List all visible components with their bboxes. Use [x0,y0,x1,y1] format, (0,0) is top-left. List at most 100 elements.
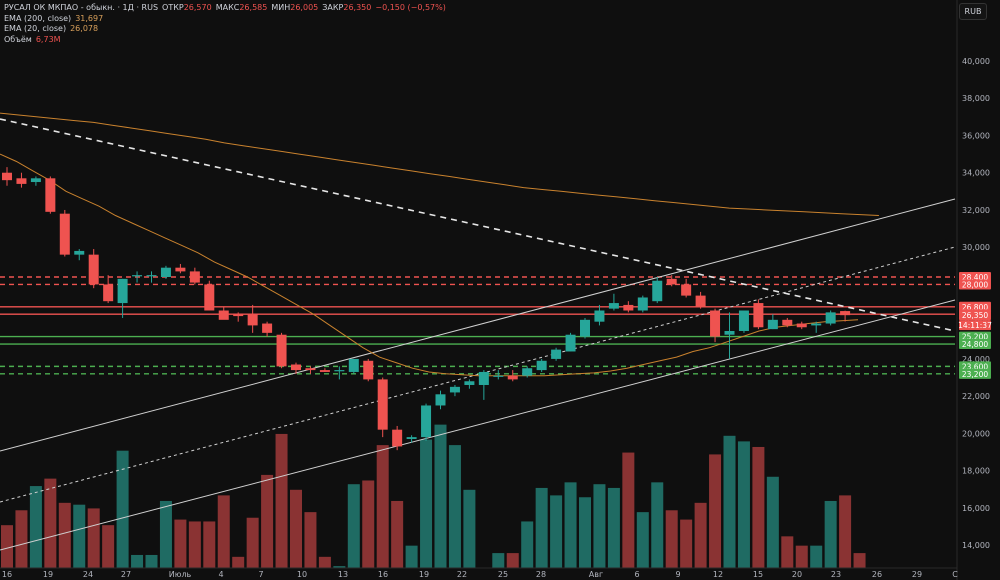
candle-body [652,280,663,302]
candle-body [738,310,749,331]
volume-bar [434,424,447,568]
candle-body [117,278,128,304]
volume-bar [362,480,375,568]
volume-bar [795,545,808,568]
price-label-bg [959,320,991,331]
price-label-text: 25,200 [962,333,988,342]
price-label-text: 23,200 [962,370,988,379]
candle [276,332,287,369]
ema200-row[interactable]: EMA (200, close) 31,697 [4,14,446,25]
y-tick-label: 34,000 [962,169,990,178]
x-tick-label: 12 [713,570,723,579]
volume-bar [506,553,519,568]
volume-bar [174,519,187,568]
y-tick-label: 22,000 [962,392,990,401]
x-tick-label: 22 [457,570,467,579]
candle-body [305,368,316,371]
channel-upper-line [0,198,956,452]
candle-body [103,284,114,302]
currency-button[interactable]: RUB [959,3,987,20]
candle [522,366,533,378]
symbol-title[interactable]: РУСАЛ ОК МКПАО - обыкн. · 1Д · RUS [4,3,159,12]
volume-bar [261,474,274,568]
y-tick-label: 14,000 [962,541,990,550]
candle-body [262,323,273,333]
volume-bar [766,476,779,568]
volume-bar [752,446,765,568]
candle-body [522,368,533,376]
volume-bar [665,510,678,568]
volume-bar [622,452,635,568]
volume-bar [723,435,736,568]
x-tick-label: 24 [83,570,93,579]
candle [319,368,330,372]
candle-body [146,275,157,277]
candle [421,403,432,441]
x-tick-label: 16 [2,570,12,579]
ema20-label: EMA (20, close) [4,24,67,33]
candle-body [45,178,56,212]
candle [449,384,460,397]
candle [652,276,663,304]
candle-body [363,360,374,380]
candle [103,275,114,304]
candle [623,301,634,313]
candle-body [710,310,721,337]
volume-bar [333,566,346,568]
x-tick-label: 29 [912,570,922,579]
ema20-row[interactable]: EMA (20, close) 26,078 [4,24,446,35]
price-label-text: 28,000 [962,280,988,289]
candle-body [608,303,619,309]
candle [233,312,244,322]
candle [348,358,359,374]
volume-bar [550,495,563,568]
candle-body [2,172,12,181]
symbol-row: РУСАЛ ОК МКПАО - обыкн. · 1Д · RUS ОТКР 2… [4,3,446,14]
candle-body [767,319,778,330]
volume-bar [29,486,42,568]
low-value: 26,005 [290,3,319,12]
volume-bar [58,502,71,568]
candle [594,304,605,326]
volume-bar [636,512,649,568]
y-tick-label: 30,000 [962,243,990,252]
volume-bar [102,525,115,568]
x-tick-label: 23 [831,570,841,579]
candle [478,370,489,400]
x-tick-label: 16 [378,570,388,579]
x-tick-label: Июль [169,570,192,579]
x-tick-label: 25 [498,570,508,579]
candle-body [493,375,504,377]
candle [681,278,692,298]
candle-body [695,295,706,307]
candle [16,172,27,188]
volume-bar [651,482,664,568]
candle [710,308,721,343]
candle [695,291,706,309]
candle [608,293,619,311]
candle [551,347,562,361]
candle [291,362,301,374]
close-label: ЗАКР [322,3,344,12]
y-tick-label: 38,000 [962,94,990,103]
candle [565,332,576,352]
open-value: 26,570 [183,3,212,12]
candle [59,209,70,257]
candle [825,310,836,326]
volume-bar [607,487,620,568]
y-tick-label: 40,000 [962,57,990,66]
candle [160,265,171,279]
candle [377,377,388,438]
volume-row[interactable]: Объём 6,73M [4,35,446,46]
x-tick-label: 27 [121,570,131,579]
candle-body [160,267,171,277]
y-tick-label: 16,000 [962,504,990,513]
volume-bar [232,556,245,568]
candle-body [377,379,388,430]
candle-body [507,375,518,380]
candle [493,370,504,380]
change-value: −0,150 (−0,57%) [375,3,446,12]
